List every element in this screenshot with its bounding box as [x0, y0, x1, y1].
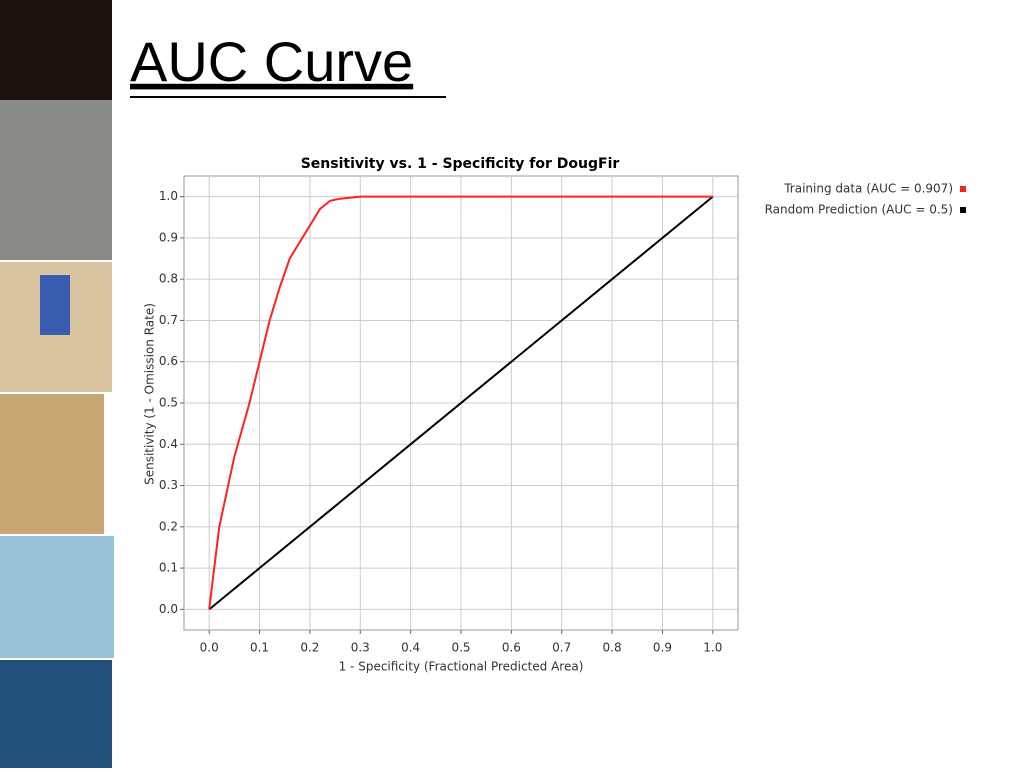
y-tick-label: 0.2	[159, 519, 178, 533]
x-tick-label: 1.0	[703, 641, 722, 655]
legend-label: Random Prediction (AUC = 0.5)	[765, 203, 953, 217]
y-tick-label: 0.7	[159, 313, 178, 327]
x-tick-label: 0.4	[401, 641, 420, 655]
thumbnail	[0, 0, 112, 100]
legend-swatch	[960, 207, 966, 213]
legend-swatch	[960, 186, 966, 192]
y-tick-label: 0.9	[159, 230, 178, 244]
y-tick-label: 0.6	[159, 354, 178, 368]
x-axis-label: 1 - Specificity (Fractional Predicted Ar…	[339, 660, 584, 674]
x-tick-label: 0.9	[653, 641, 672, 655]
chart-title: Sensitivity vs. 1 - Specificity for Doug…	[301, 156, 620, 172]
series-line	[208, 195, 714, 611]
x-tick-label: 0.7	[552, 641, 571, 655]
y-tick-label: 0.5	[159, 396, 178, 410]
y-tick-label: 0.8	[159, 272, 178, 286]
x-tick-label: 0.1	[250, 641, 269, 655]
y-tick-label: 1.0	[159, 189, 178, 203]
thumbnail	[0, 660, 112, 768]
thumbnail	[0, 394, 104, 534]
legend-label: Training data (AUC = 0.907)	[783, 182, 953, 196]
y-tick-label: 0.0	[159, 602, 178, 616]
x-tick-label: 0.3	[351, 641, 370, 655]
x-tick-label: 0.8	[603, 641, 622, 655]
y-tick-label: 0.1	[159, 561, 178, 575]
x-tick-label: 0.5	[451, 641, 470, 655]
y-axis-label: Sensitivity (1 - Omission Rate)	[143, 303, 157, 485]
x-tick-label: 0.2	[300, 641, 319, 655]
y-tick-label: 0.4	[159, 437, 178, 451]
thumbnail	[0, 100, 112, 260]
series-line	[208, 195, 713, 610]
thumbnail-detail	[40, 275, 70, 335]
x-tick-label: 0.0	[200, 641, 219, 655]
thumbnail	[0, 536, 114, 658]
slide-title: AUC Curve	[130, 30, 413, 93]
y-tick-label: 0.3	[159, 478, 178, 492]
x-tick-label: 0.6	[502, 641, 521, 655]
